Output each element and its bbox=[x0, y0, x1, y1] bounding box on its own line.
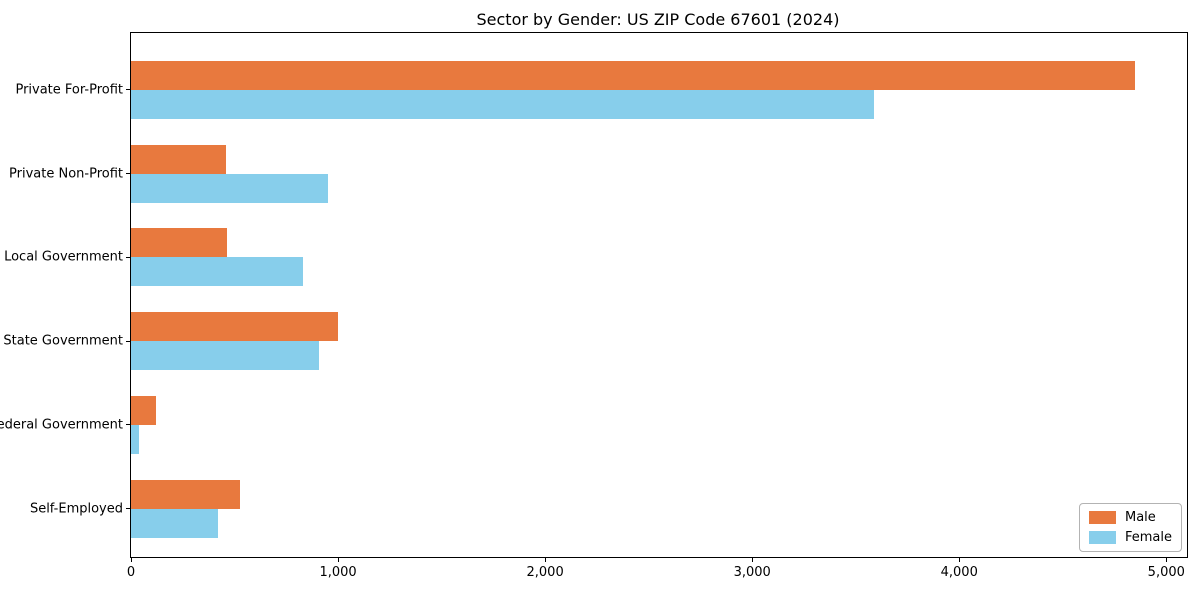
x-tick-label-5000: 5,000 bbox=[1147, 565, 1185, 580]
bar-male-private-for-profit bbox=[131, 60, 1136, 90]
legend-label-male: Male bbox=[1124, 510, 1156, 525]
legend-swatch-female bbox=[1088, 531, 1116, 544]
x-tick-mark-2000 bbox=[545, 558, 547, 562]
legend: Male Female bbox=[1078, 503, 1182, 552]
y-tick-mark-self-employed bbox=[126, 508, 130, 510]
legend-entry-male: Male bbox=[1088, 510, 1172, 525]
y-tick-label-private-for-profit: Private For-Profit bbox=[15, 82, 123, 98]
x-tick-mark-4000 bbox=[959, 558, 961, 562]
x-tick-mark-5000 bbox=[1166, 558, 1168, 562]
legend-entry-female: Female bbox=[1088, 530, 1172, 545]
bar-female-private-non-profit bbox=[131, 173, 328, 203]
x-tick-label-2000: 2,000 bbox=[526, 565, 564, 580]
legend-label-female: Female bbox=[1124, 530, 1172, 545]
y-tick-label-self-employed: Self-Employed bbox=[29, 501, 123, 517]
bar-female-state-government bbox=[131, 341, 320, 371]
legend-swatch-male bbox=[1088, 511, 1116, 524]
y-tick-mark-federal-government bbox=[126, 424, 130, 426]
bar-male-private-non-profit bbox=[131, 144, 227, 174]
x-tick-label-4000: 4,000 bbox=[940, 565, 978, 580]
x-tick-mark-1000 bbox=[338, 558, 340, 562]
bar-male-state-government bbox=[131, 312, 339, 342]
x-tick-label-0: 0 bbox=[126, 565, 136, 580]
bar-female-local-government bbox=[131, 257, 303, 287]
y-tick-mark-local-government bbox=[126, 256, 130, 258]
y-tick-label-federal-government: Federal Government bbox=[0, 417, 123, 433]
bar-male-self-employed bbox=[131, 479, 240, 509]
bar-female-self-employed bbox=[131, 508, 218, 538]
x-tick-mark-0 bbox=[131, 558, 132, 562]
chart-title: Sector by Gender: US ZIP Code 67601 (202… bbox=[476, 10, 840, 29]
bar-female-federal-government bbox=[131, 424, 140, 454]
x-tick-mark-3000 bbox=[752, 558, 754, 562]
bar-male-local-government bbox=[131, 228, 228, 258]
x-tick-label-3000: 3,000 bbox=[733, 565, 771, 580]
bar-female-private-for-profit bbox=[131, 89, 875, 119]
y-tick-mark-private-for-profit bbox=[126, 89, 130, 91]
y-tick-label-state-government: State Government bbox=[3, 333, 123, 349]
y-tick-label-local-government: Local Government bbox=[4, 249, 123, 265]
x-tick-label-1000: 1,000 bbox=[319, 565, 357, 580]
y-tick-label-private-non-profit: Private Non-Profit bbox=[9, 166, 123, 181]
y-tick-mark-state-government bbox=[126, 340, 130, 342]
bar-male-federal-government bbox=[131, 395, 156, 425]
plot-area: Private For-Profit Private Non-Profit Loca… bbox=[0, 32, 1188, 580]
y-tick-mark-private-non-profit bbox=[126, 173, 130, 174]
